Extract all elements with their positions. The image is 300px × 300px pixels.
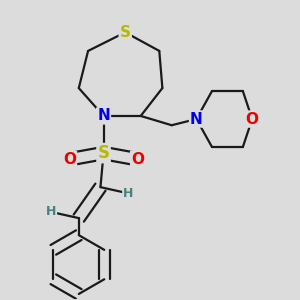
Text: N: N — [190, 112, 203, 127]
Text: O: O — [246, 112, 259, 127]
Text: S: S — [120, 25, 131, 40]
Text: H: H — [123, 187, 134, 200]
Text: S: S — [98, 144, 110, 162]
Text: O: O — [131, 152, 144, 167]
Text: H: H — [46, 206, 56, 218]
Text: N: N — [97, 108, 110, 123]
Text: O: O — [63, 152, 76, 167]
